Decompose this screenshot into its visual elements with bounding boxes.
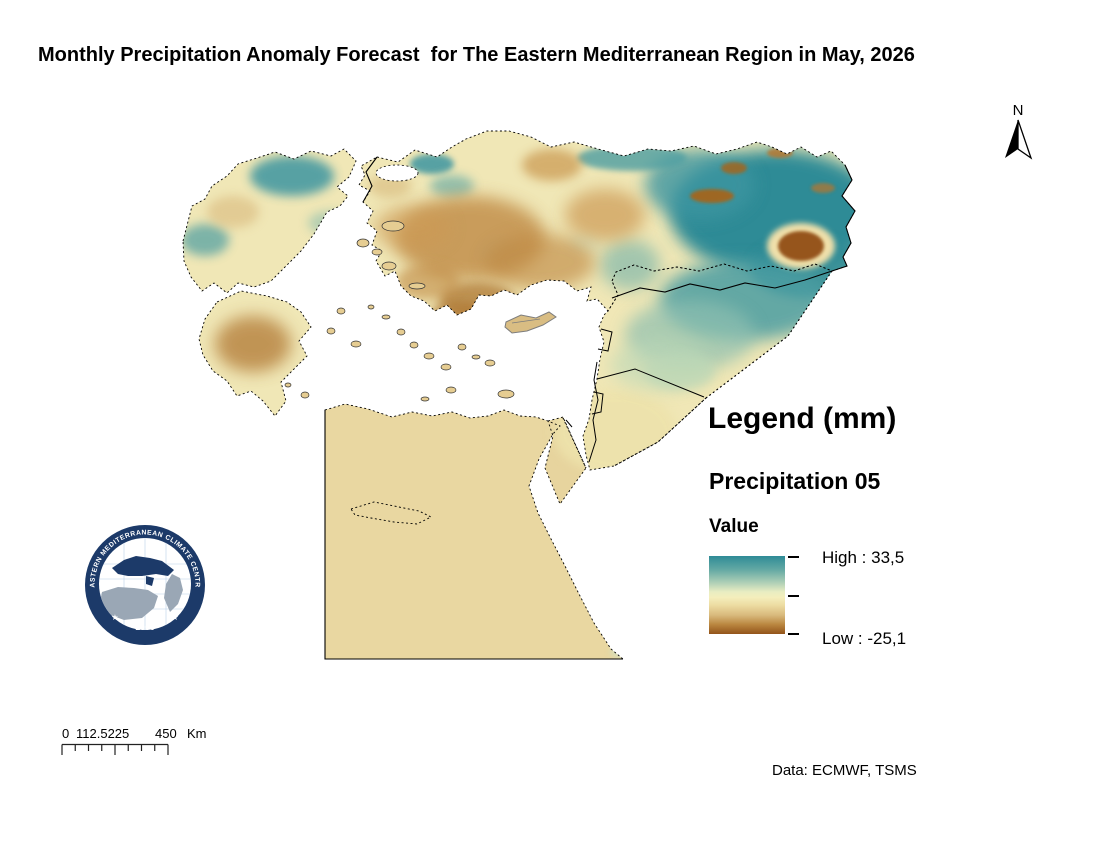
emcc-logo: EASTERN MEDITERRANEAN CLIMATE CENTRE ★ ★… [84,524,205,645]
north-arrow: N [998,103,1038,165]
legend-high-value: High : 33,5 [822,548,905,567]
logo-star-left-icon: ★ [111,613,118,622]
scale-label-division: 112.5225 [76,726,130,741]
scale-bar-graphic [61,743,169,755]
scale-unit: Km [187,726,207,741]
map-island-cyprus [504,311,557,334]
cyprus-dividing-line [511,318,541,324]
legend-heading: Legend (mm) [708,402,897,435]
lake-van-core [778,231,824,261]
logo-year: 2006 [136,622,155,632]
sea-of-marmara [375,164,419,182]
legend-low-value: Low : -25,1 [822,629,907,648]
legend-color-ramp [709,556,785,634]
north-arrow-icon [1005,119,1033,160]
logo-star-right-icon: ★ [171,613,178,622]
legend-layer-name: Precipitation 05 [709,468,881,494]
legend-tick-low [788,633,799,635]
map-borders [324,156,856,660]
legend-tick-high [788,556,799,558]
scale-label-zero: 0 [62,726,70,741]
north-arrow-label: N [1012,102,1024,119]
legend-tick-mid [788,595,799,597]
map-aegean-islands [284,220,515,402]
legend-value-label: Value [709,516,759,537]
scale-bar: 0 112.5225 450 Km [60,726,280,766]
map-title: Monthly Precipitation Anomaly Forecast f… [38,44,915,66]
map-anomaly-layer [183,131,855,659]
data-source-note: Data: ECMWF, TSMS [772,762,917,779]
logo-map-art [99,538,191,630]
scale-label-max: 450 [155,726,177,741]
